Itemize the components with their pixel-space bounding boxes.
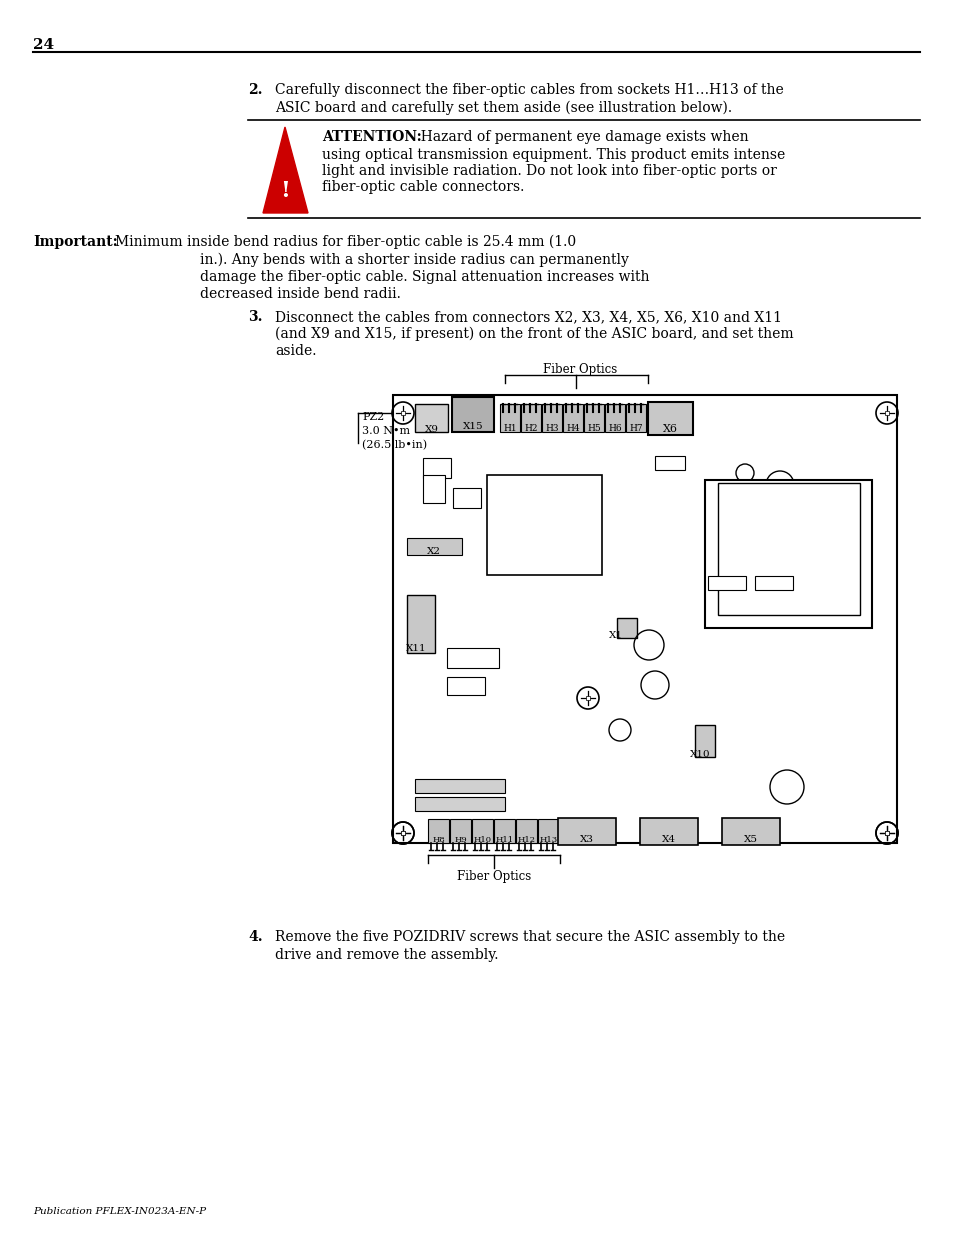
Bar [472, 819, 493, 844]
Text: H4: H4 [565, 424, 579, 433]
Text: H7: H7 [629, 424, 642, 433]
Text: X2: X2 [427, 547, 440, 556]
Bar [422, 475, 444, 503]
Bar [704, 480, 871, 629]
Text: Hazard of permanent eye damage exists when: Hazard of permanent eye damage exists wh… [412, 130, 748, 144]
Bar [516, 819, 537, 844]
Text: H1: H1 [502, 424, 517, 433]
Text: Carefully disconnect the fiber-optic cables from sockets H1…H13 of the: Carefully disconnect the fiber-optic cab… [274, 83, 783, 98]
Bar [721, 818, 780, 845]
Bar [415, 797, 504, 811]
Text: H5: H5 [586, 424, 600, 433]
Bar [604, 404, 624, 432]
Bar [558, 818, 616, 845]
Bar [486, 475, 601, 576]
Text: X1: X1 [608, 631, 622, 640]
Text: H11: H11 [495, 836, 513, 844]
Text: ASIC board and carefully set them aside (see illustration below).: ASIC board and carefully set them aside … [274, 101, 731, 115]
Bar [718, 483, 859, 615]
Text: ATTENTION:: ATTENTION: [322, 130, 421, 144]
Text: 3.: 3. [248, 310, 262, 324]
Text: Fiber Optics: Fiber Optics [542, 363, 617, 375]
Text: 2.: 2. [248, 83, 262, 98]
Bar [585, 695, 590, 700]
Bar [883, 831, 888, 835]
Bar [422, 458, 451, 478]
Text: H2: H2 [524, 424, 537, 433]
Bar [617, 618, 637, 638]
Bar [707, 576, 745, 590]
Bar [447, 677, 484, 695]
Bar [562, 404, 582, 432]
Text: X11: X11 [406, 643, 426, 653]
Text: 4.: 4. [248, 930, 262, 944]
Text: X10: X10 [689, 750, 710, 760]
Bar [407, 538, 461, 555]
Text: H3: H3 [545, 424, 558, 433]
Text: using optical transmission equipment. This product emits intense: using optical transmission equipment. Th… [322, 148, 784, 162]
Bar [400, 831, 405, 835]
Text: fiber-optic cable connectors.: fiber-optic cable connectors. [322, 180, 524, 194]
Text: Minimum inside bend radius for fiber-optic cable is 25.4 mm (1.0: Minimum inside bend radius for fiber-opt… [115, 235, 576, 249]
Text: Remove the five POZIDRIV screws that secure the ASIC assembly to the: Remove the five POZIDRIV screws that sec… [274, 930, 784, 944]
Bar [647, 403, 692, 435]
Text: H6: H6 [608, 424, 621, 433]
Text: PZ2
3.0 N•m
(26.5 lb•in): PZ2 3.0 N•m (26.5 lb•in) [361, 412, 427, 451]
Text: !: ! [280, 180, 290, 203]
Text: X3: X3 [579, 835, 594, 844]
Text: H10: H10 [473, 836, 491, 844]
Bar [400, 410, 405, 415]
Text: H8: H8 [432, 836, 444, 844]
Text: drive and remove the assembly.: drive and remove the assembly. [274, 948, 498, 962]
Bar [754, 576, 792, 590]
Text: X4: X4 [661, 835, 676, 844]
Text: light and invisible radiation. Do not look into fiber-optic ports or: light and invisible radiation. Do not lo… [322, 164, 776, 178]
Text: aside.: aside. [274, 345, 316, 358]
Text: X9: X9 [424, 425, 438, 433]
Text: H9: H9 [454, 836, 466, 844]
Text: X15: X15 [462, 422, 483, 431]
Text: H12: H12 [517, 836, 535, 844]
Bar [639, 818, 698, 845]
Text: 24: 24 [33, 38, 54, 52]
Bar [883, 410, 888, 415]
Bar [625, 404, 645, 432]
Text: Disconnect the cables from connectors X2, X3, X4, X5, X6, X10 and X11: Disconnect the cables from connectors X2… [274, 310, 781, 324]
Text: Fiber Optics: Fiber Optics [456, 869, 531, 883]
Bar [494, 819, 515, 844]
Bar [541, 404, 561, 432]
Bar [450, 819, 471, 844]
Text: in.). Any bends with a shorter inside radius can permanently: in.). Any bends with a shorter inside ra… [200, 253, 628, 268]
Bar [695, 725, 714, 757]
Bar [407, 595, 435, 653]
Polygon shape [263, 127, 308, 212]
Bar [400, 831, 405, 835]
Bar [583, 404, 603, 432]
Bar [883, 831, 888, 835]
Text: X6: X6 [661, 424, 677, 433]
Text: (and X9 and X15, if present) on the front of the ASIC board, and set them: (and X9 and X15, if present) on the fron… [274, 327, 793, 341]
Bar [499, 404, 519, 432]
Bar [393, 395, 896, 844]
Text: X5: X5 [743, 835, 758, 844]
Bar [447, 648, 498, 668]
Text: decreased inside bend radii.: decreased inside bend radii. [200, 287, 400, 301]
Bar [453, 488, 480, 508]
Bar [655, 456, 684, 471]
Bar [452, 396, 494, 432]
Bar [520, 404, 540, 432]
Bar [428, 819, 449, 844]
Text: damage the fiber-optic cable. Signal attenuation increases with: damage the fiber-optic cable. Signal att… [200, 270, 649, 284]
Bar [537, 819, 558, 844]
Text: Important:: Important: [33, 235, 117, 249]
Bar [415, 404, 448, 432]
Bar [415, 779, 504, 793]
Text: Publication PFLEX-IN023A-EN-P: Publication PFLEX-IN023A-EN-P [33, 1207, 206, 1216]
Text: H13: H13 [538, 836, 557, 844]
